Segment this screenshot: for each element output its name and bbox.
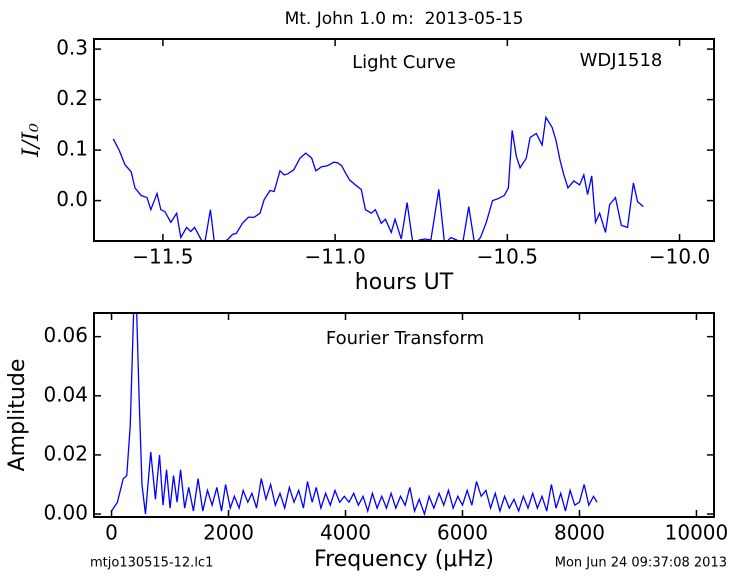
x-tick-label: 10000	[665, 521, 729, 545]
x-axis-label: hours UT	[355, 270, 454, 295]
x-tick-label: 0	[105, 521, 118, 545]
x-tick-label: 2000	[203, 521, 254, 545]
y-axis-label: I/I₀	[19, 123, 44, 158]
footer-right: Mon Jun 24 09:37:08 2013	[555, 556, 727, 571]
footer-left: mtjo130515-12.lc1	[90, 556, 213, 571]
x-tick-label: −10.5	[477, 245, 538, 269]
x-tick-label: −10.0	[649, 245, 710, 269]
x-tick-label: −11.5	[132, 245, 193, 269]
annotation: Light Curve	[352, 52, 456, 73]
chart-title: Mt. John 1.0 m: 2013-05-15	[285, 9, 524, 29]
y-tick-label: 0.1	[56, 137, 88, 161]
y-tick-label: 0.06	[43, 323, 88, 347]
data-line	[111, 313, 598, 517]
y-axis-label: Amplitude	[5, 359, 30, 472]
y-tick-label: 0.02	[43, 441, 88, 465]
y-tick-label: 0.0	[56, 187, 88, 211]
axes-frame	[93, 312, 715, 518]
y-tick-label: 0.2	[56, 86, 88, 110]
x-tick-label: 8000	[554, 521, 605, 545]
x-axis-label: Frequency (μHz)	[314, 547, 494, 572]
y-tick-label: 0.04	[43, 382, 88, 406]
annotation: Fourier Transform	[326, 328, 484, 349]
data-line	[112, 115, 644, 241]
y-tick-label: 0.00	[43, 501, 88, 525]
annotation: WDJ1518	[580, 50, 663, 71]
axes-frame	[93, 38, 715, 242]
x-tick-label: −11.0	[304, 245, 365, 269]
x-tick-label: 6000	[437, 521, 488, 545]
x-tick-label: 4000	[320, 521, 371, 545]
y-tick-label: 0.3	[56, 36, 88, 60]
